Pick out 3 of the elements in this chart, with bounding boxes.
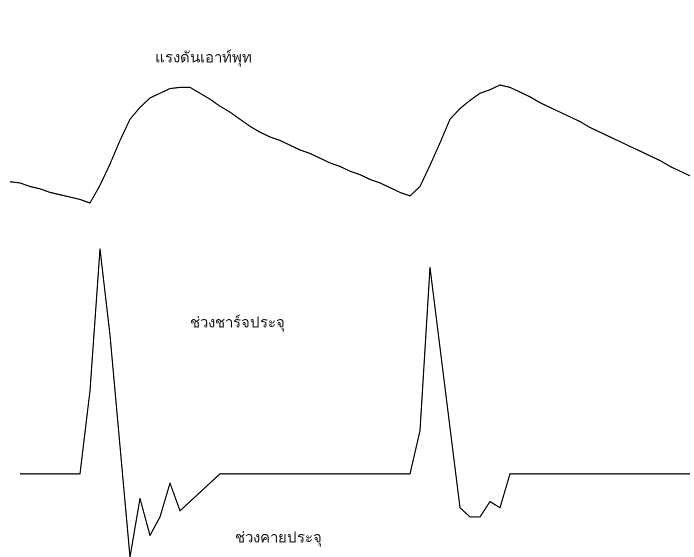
- annotation: ช่วงชาร์จประจุ: [190, 314, 285, 332]
- chart-title: แรงดันเอาท์พุท: [155, 48, 252, 68]
- annotation: ช่วงคายประจุ: [235, 528, 322, 548]
